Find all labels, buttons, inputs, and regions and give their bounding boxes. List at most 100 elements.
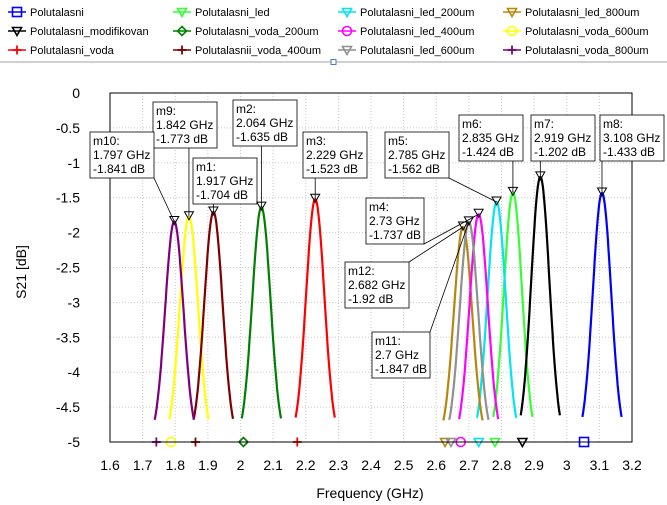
marker-value: -1.841 dB [93, 162, 145, 176]
marker-value: -1.424 dB [462, 145, 514, 159]
marker-value: -1.433 dB [603, 145, 655, 159]
legend-resize-handle [330, 59, 337, 65]
marker-frequency: 3.108 GHz [603, 131, 660, 145]
marker-frequency: 2.7 GHz [375, 348, 419, 362]
marker-triangle [473, 208, 485, 219]
axes: 1.6 1.7 1.8 1.9 2 2.1 2.2 2.3 2.4 2.5 2.6 2.7 2.8 2.9… [56, 85, 642, 473]
marker-value: -1.847 dB [375, 362, 427, 376]
marker-id: m11: [375, 334, 401, 348]
x-tick-label: 1.6 [100, 457, 120, 473]
legend-label: Polutalasni_led [195, 7, 270, 19]
marker-frequency: 1.917 GHz [196, 174, 253, 188]
y-tick-label: -0.5 [56, 120, 80, 136]
marker-triangle [183, 211, 195, 221]
legend-item: Polutalasni_led_800um [503, 7, 639, 19]
marker-box [599, 114, 665, 162]
legend-label: Polutalasni_voda_200um [195, 26, 319, 38]
legend-item: Polutalasnii_voda_400um [173, 45, 321, 57]
x-tick-label: 2 [237, 457, 245, 473]
x-tick-label: 2.4 [361, 457, 381, 473]
marker-id: m9: [156, 104, 176, 118]
marker-box [384, 131, 450, 179]
marker-id: m10: [93, 134, 120, 148]
marker-box [371, 331, 431, 379]
legend-item: Polutalasni_led_400um [338, 25, 474, 38]
marker-frequency: 2.919 GHz [534, 131, 591, 145]
legend-item: Polutalasni_voda_200um [173, 25, 319, 38]
legend-item: Polutalasni_led_200um [338, 7, 474, 19]
y-tick-label: -5 [68, 434, 81, 450]
legend-swatch-symbol [506, 7, 518, 19]
marker-triangle [463, 216, 475, 226]
marker-leader [448, 177, 497, 203]
marker-frequency: 2.682 GHz [348, 278, 405, 292]
legend-swatch-symbol [11, 6, 23, 18]
marker-m1: m1:1.917 GHz-1.704 dB [192, 157, 258, 216]
legend-swatch-symbol [176, 7, 188, 19]
marker-m5: m5:2.785 GHz-1.562 dB [384, 131, 502, 207]
marker-triangle [507, 186, 519, 197]
curve-Polutalasni_led_800um [442, 225, 484, 421]
marker-id: m1: [196, 160, 216, 174]
curve-Polutalasni_led_600um [448, 220, 490, 421]
marker-box [530, 114, 596, 162]
curve-Polutalasni_modifikovan [519, 175, 561, 416]
y-tick-label: -3.5 [56, 329, 80, 345]
y-axis-title: S21 [dB] [13, 245, 29, 299]
x-tick-label: 2.6 [427, 457, 447, 473]
legend-label: Polutalasni [30, 7, 84, 19]
x-tick-label: 1.7 [133, 457, 153, 473]
legend-swatch-symbol [177, 45, 187, 55]
x-tick-label: 2.7 [459, 457, 479, 473]
marker-id: m6: [462, 117, 482, 131]
marker-m11: m11:2.7 GHz-1.847 dB [371, 216, 475, 379]
marker-m10: m10:1.797 GHz-1.841 dB [89, 131, 180, 226]
x-tick-label: 1.9 [198, 457, 218, 473]
legend-swatch-symbol [341, 7, 353, 19]
x-tick-label: 2.2 [296, 457, 316, 473]
y-tick-label: -4.5 [56, 399, 80, 415]
legend-label: Polutalasni_led_200um [360, 7, 474, 19]
marker-m6: m6:2.835 GHz-1.424 dB [458, 114, 524, 197]
marker-box [89, 131, 155, 179]
marker-id: m4: [369, 200, 389, 214]
marker-frequency: 2.785 GHz [388, 148, 445, 162]
marker-box [458, 114, 524, 162]
marker-m9: m9:1.842 GHz-1.773 dB [152, 101, 218, 221]
marker-box [232, 99, 298, 147]
marker-value: -1.562 dB [388, 162, 440, 176]
marker-m2: m2:2.064 GHz-1.635 dB [232, 99, 298, 212]
marker-leader [408, 226, 464, 263]
marker-value: -1.635 dB [236, 130, 288, 144]
marker-frequency: 1.797 GHz [93, 148, 150, 162]
marker-box [152, 101, 218, 149]
marker-m12: m12:2.682 GHz-1.92 dB [344, 221, 469, 309]
legend-swatch-symbol [507, 45, 517, 55]
y-tick-label: -1 [68, 155, 81, 171]
x-tick-label: 2.5 [394, 457, 414, 473]
legend-label: Polutalasni_modifikovan [30, 26, 149, 38]
x-tick-label: 2.3 [329, 457, 349, 473]
marker-m3: m3:2.229 GHz-1.523 dB [302, 131, 368, 204]
marker-value: -1.92 dB [348, 292, 393, 306]
legend-item: Polutalasni_voda [8, 45, 115, 57]
marker-frequency: 2.835 GHz [462, 131, 519, 145]
x-tick-label: 3.1 [590, 457, 610, 473]
x-tick-label: 3 [563, 457, 571, 473]
legend-swatch-symbol [341, 45, 353, 57]
legend: Polutalasni Polutalasni_led Polutalasni_le… [0, 6, 667, 65]
legend-label: Polutalasni_voda_800um [525, 45, 649, 57]
legend-item: Polutalasni_modifikovan [8, 26, 149, 38]
marker-m7: m7:2.919 GHz-1.202 dB [530, 114, 596, 181]
marker-box [192, 157, 258, 205]
marker-triangle [168, 216, 180, 226]
marker-triangle [596, 187, 608, 198]
marker-id: m5: [388, 134, 408, 148]
marker-frequency: 1.842 GHz [156, 118, 213, 132]
curve-endpoint [237, 436, 250, 448]
marker-triangle [491, 196, 502, 207]
marker-value: -1.737 dB [369, 228, 421, 242]
